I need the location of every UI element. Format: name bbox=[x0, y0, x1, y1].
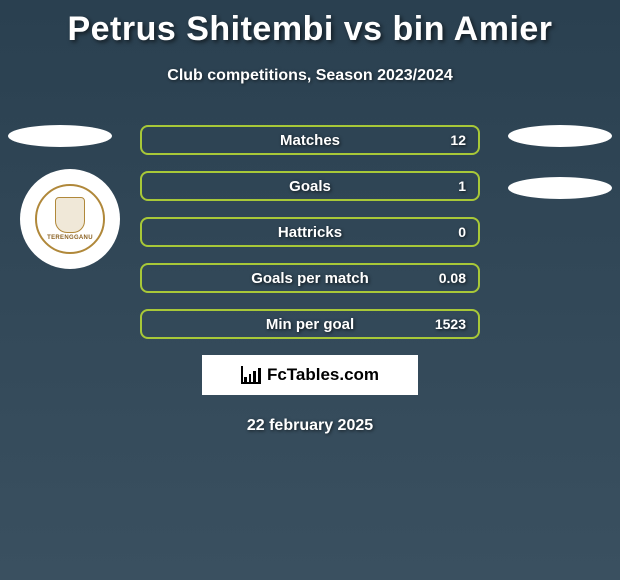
stats-list: Matches 12 Goals 1 Hattricks 0 Goals per… bbox=[140, 125, 480, 339]
club-badge-label: TERENGGANU bbox=[47, 235, 93, 241]
page-title: Petrus Shitembi vs bin Amier bbox=[0, 0, 620, 49]
club-badge-inner: TERENGGANU bbox=[35, 184, 105, 254]
stat-value: 1 bbox=[458, 178, 466, 194]
stat-value: 12 bbox=[450, 132, 466, 148]
stat-row-hattricks: Hattricks 0 bbox=[140, 217, 480, 247]
decorative-ellipse-mid-right bbox=[508, 177, 612, 199]
stat-row-goals-per-match: Goals per match 0.08 bbox=[140, 263, 480, 293]
decorative-ellipse-left bbox=[8, 125, 112, 147]
stat-label: Goals bbox=[289, 178, 331, 195]
stat-value: 1523 bbox=[435, 316, 466, 332]
stat-row-matches: Matches 12 bbox=[140, 125, 480, 155]
stat-row-goals: Goals 1 bbox=[140, 171, 480, 201]
stat-label: Min per goal bbox=[266, 316, 354, 333]
stat-label: Matches bbox=[280, 132, 340, 149]
stat-label: Hattricks bbox=[278, 224, 342, 241]
stat-row-min-per-goal: Min per goal 1523 bbox=[140, 309, 480, 339]
bar-chart-icon bbox=[241, 366, 261, 384]
content-area: TERENGGANU Matches 12 Goals 1 Hattricks … bbox=[0, 125, 620, 435]
logo-text: FcTables.com bbox=[267, 365, 379, 385]
subtitle: Club competitions, Season 2023/2024 bbox=[0, 67, 620, 85]
stat-value: 0 bbox=[458, 224, 466, 240]
decorative-ellipse-top-right bbox=[508, 125, 612, 147]
stat-label: Goals per match bbox=[251, 270, 369, 287]
date-label: 22 february 2025 bbox=[0, 417, 620, 435]
fctables-logo[interactable]: FcTables.com bbox=[202, 355, 418, 395]
club-crest-icon bbox=[55, 197, 85, 233]
club-badge: TERENGGANU bbox=[20, 169, 120, 269]
stat-value: 0.08 bbox=[439, 270, 466, 286]
